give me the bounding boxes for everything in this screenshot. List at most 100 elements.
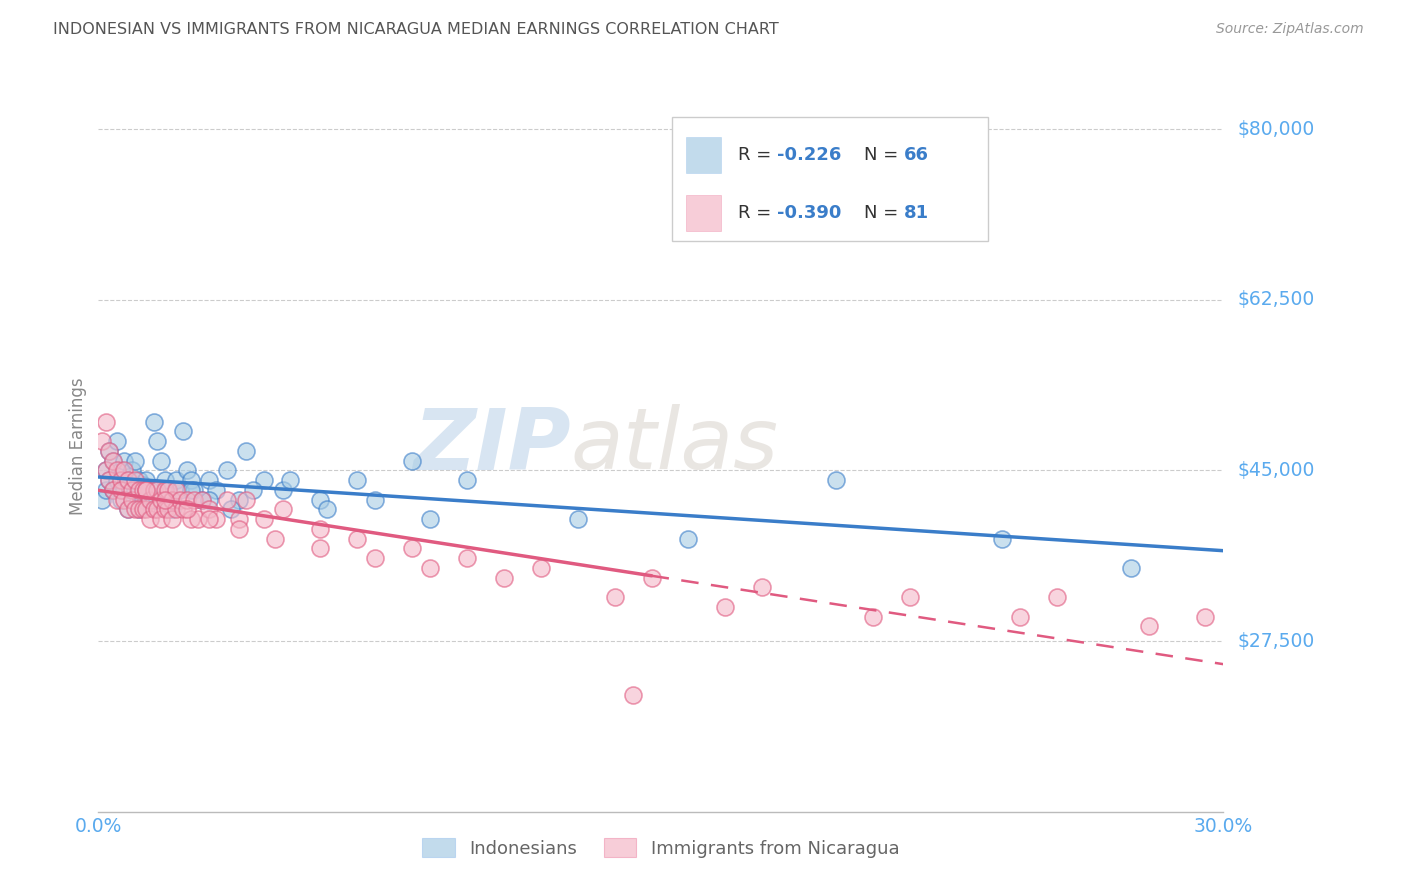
Point (98, 473, 121, 487)
Point (131, 483, 153, 497)
Point (101, 483, 124, 497)
Point (146, 483, 169, 497)
Point (603, 590, 626, 604)
Point (253, 512, 276, 526)
Point (180, 483, 202, 497)
Text: -0.390: -0.390 (778, 204, 841, 222)
Point (364, 492, 387, 507)
Point (401, 541, 423, 556)
Point (101, 453, 124, 467)
Point (153, 492, 176, 507)
Point (98, 443, 121, 458)
Point (135, 473, 157, 487)
Point (139, 492, 162, 507)
Point (91, 492, 114, 507)
Point (135, 502, 157, 516)
Point (128, 473, 150, 487)
Point (98, 443, 121, 458)
Point (180, 473, 202, 487)
Point (176, 463, 198, 477)
Point (640, 571, 662, 585)
Point (142, 492, 165, 507)
Point (217, 492, 239, 507)
Point (150, 453, 173, 467)
Point (112, 453, 135, 467)
Point (235, 443, 257, 458)
Point (110, 492, 132, 507)
Point (1194, 609, 1216, 624)
Point (825, 473, 848, 487)
Point (153, 483, 176, 497)
Point (187, 512, 209, 526)
Point (205, 483, 228, 497)
Point (94, 483, 117, 497)
Text: 81: 81 (904, 204, 928, 222)
Point (271, 502, 294, 516)
Text: R =: R = (738, 146, 776, 164)
Point (105, 492, 128, 507)
Point (124, 453, 146, 467)
Text: 66: 66 (904, 146, 928, 164)
Point (105, 463, 128, 477)
Point (198, 512, 221, 526)
Point (128, 483, 150, 497)
Text: ZIP: ZIP (413, 404, 571, 488)
Point (139, 512, 162, 526)
Point (94, 415, 117, 429)
Point (101, 483, 124, 497)
Point (94, 463, 117, 477)
Point (190, 492, 212, 507)
Point (235, 492, 257, 507)
Text: INDONESIAN VS IMMIGRANTS FROM NICARAGUA MEDIAN EARNINGS CORRELATION CHART: INDONESIAN VS IMMIGRANTS FROM NICARAGUA … (53, 22, 779, 37)
Point (316, 502, 339, 516)
Point (117, 502, 139, 516)
Point (121, 463, 143, 477)
Point (494, 571, 516, 585)
Text: Source: ZipAtlas.com: Source: ZipAtlas.com (1216, 22, 1364, 37)
Point (135, 483, 157, 497)
Point (219, 502, 242, 516)
Point (160, 512, 183, 526)
Point (898, 590, 921, 604)
Point (128, 502, 150, 516)
Point (117, 473, 139, 487)
Point (456, 473, 478, 487)
Point (346, 532, 368, 546)
Point (121, 483, 143, 497)
Point (308, 541, 330, 556)
Point (157, 483, 180, 497)
Point (142, 415, 165, 429)
Point (264, 532, 287, 546)
Point (117, 502, 139, 516)
Text: $62,500: $62,500 (1237, 290, 1315, 310)
Point (146, 434, 169, 449)
Point (419, 512, 441, 526)
Point (567, 512, 589, 526)
Point (1119, 561, 1142, 575)
Text: -0.226: -0.226 (778, 146, 841, 164)
Point (142, 483, 165, 497)
Point (169, 492, 191, 507)
Point (91, 434, 114, 449)
Point (165, 483, 187, 497)
Point (456, 551, 478, 566)
Point (131, 478, 153, 492)
Point (121, 492, 143, 507)
Point (205, 512, 228, 526)
Point (150, 512, 173, 526)
Point (364, 551, 387, 566)
Point (150, 492, 173, 507)
Point (198, 473, 221, 487)
Point (198, 502, 221, 516)
Point (101, 453, 124, 467)
Point (172, 502, 194, 516)
Point (228, 522, 250, 536)
Point (180, 512, 202, 526)
Point (530, 561, 553, 575)
Point (190, 492, 212, 507)
Point (160, 492, 183, 507)
Point (131, 502, 153, 516)
Point (183, 492, 205, 507)
Point (217, 463, 239, 477)
Point (1139, 619, 1161, 633)
